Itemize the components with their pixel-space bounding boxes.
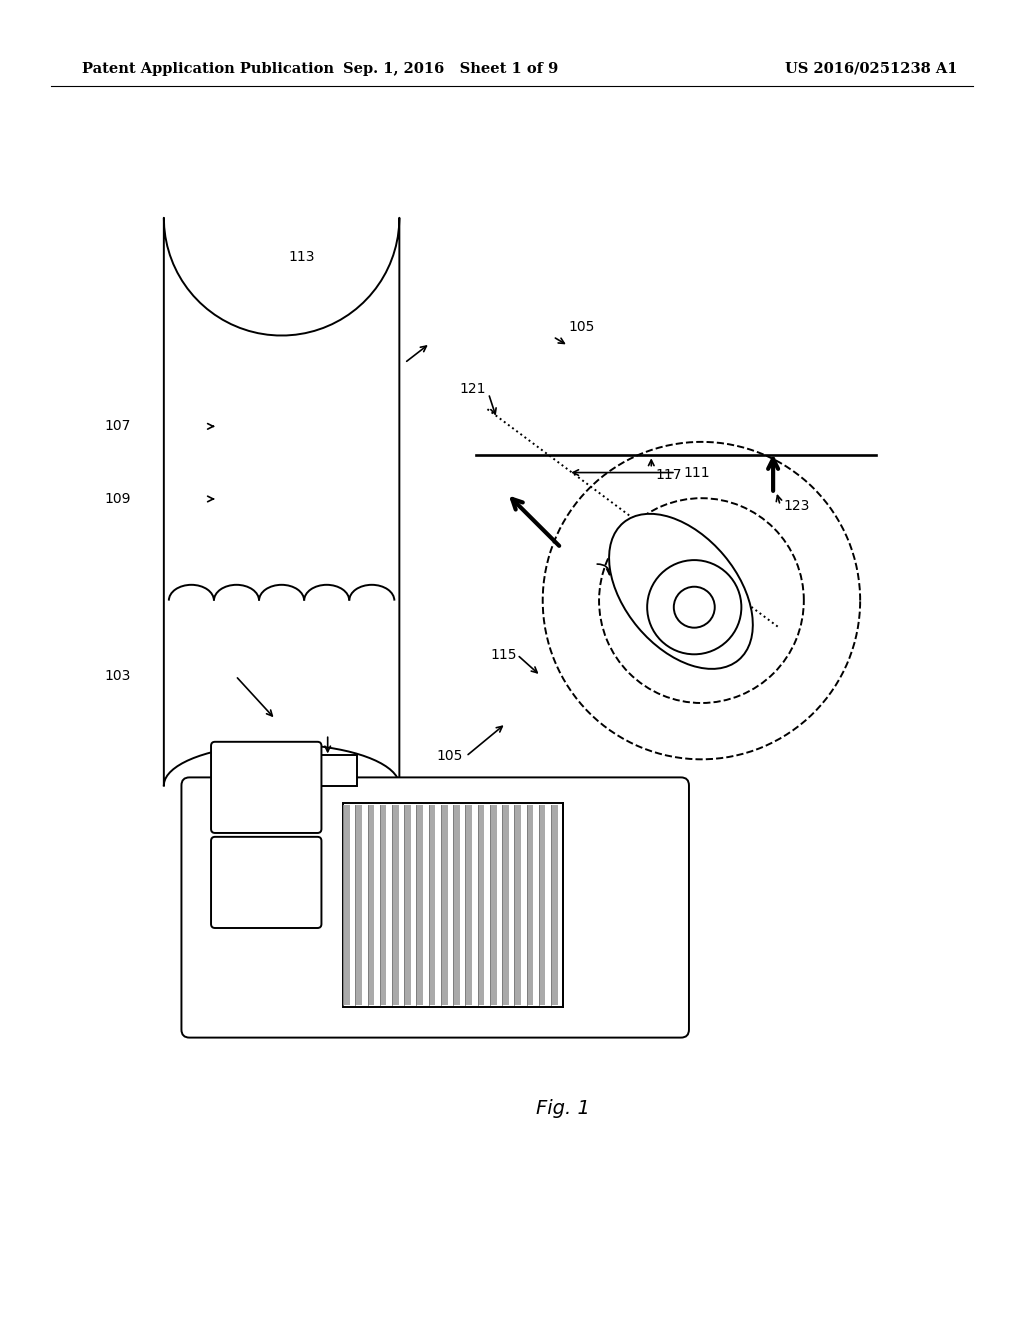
- Text: 111: 111: [683, 466, 710, 479]
- Bar: [429, 805, 435, 1005]
- Text: Axial View: Axial View: [580, 890, 668, 906]
- Text: 123: 123: [783, 499, 810, 512]
- Text: 101: 101: [628, 557, 654, 570]
- Circle shape: [647, 560, 741, 655]
- Text: 115: 115: [490, 648, 517, 661]
- Bar: [526, 805, 534, 1005]
- Text: 107: 107: [104, 420, 131, 433]
- FancyBboxPatch shape: [211, 837, 322, 928]
- Text: 105: 105: [568, 321, 595, 334]
- Bar: [343, 803, 563, 1007]
- Bar: [465, 805, 472, 1005]
- Text: Sep. 1, 2016   Sheet 1 of 9: Sep. 1, 2016 Sheet 1 of 9: [343, 62, 558, 75]
- Text: 117: 117: [655, 469, 682, 482]
- Bar: [539, 805, 546, 1005]
- Ellipse shape: [609, 513, 753, 669]
- Bar: [502, 805, 509, 1005]
- Text: 103: 103: [647, 601, 674, 614]
- Bar: [514, 805, 521, 1005]
- Bar: [441, 805, 447, 1005]
- Bar: [404, 805, 411, 1005]
- Text: Fig. 1: Fig. 1: [537, 1100, 590, 1118]
- Text: 103: 103: [104, 669, 131, 682]
- Bar: [551, 805, 558, 1005]
- Text: Patent Application Publication: Patent Application Publication: [82, 62, 334, 75]
- Bar: [477, 805, 484, 1005]
- Text: 119: 119: [717, 602, 743, 615]
- Text: 121: 121: [460, 383, 486, 396]
- FancyBboxPatch shape: [211, 742, 322, 833]
- Bar: [343, 805, 350, 1005]
- FancyBboxPatch shape: [299, 755, 356, 787]
- Text: 113: 113: [289, 251, 315, 264]
- Bar: [417, 805, 423, 1005]
- Bar: [355, 805, 362, 1005]
- Circle shape: [674, 586, 715, 628]
- FancyBboxPatch shape: [181, 777, 689, 1038]
- Bar: [368, 805, 374, 1005]
- Bar: [489, 805, 497, 1005]
- Bar: [453, 805, 460, 1005]
- Text: 105: 105: [436, 750, 463, 763]
- Bar: [380, 805, 386, 1005]
- Text: 109: 109: [104, 492, 131, 506]
- Bar: [392, 805, 398, 1005]
- Text: US 2016/0251238 A1: US 2016/0251238 A1: [785, 62, 957, 75]
